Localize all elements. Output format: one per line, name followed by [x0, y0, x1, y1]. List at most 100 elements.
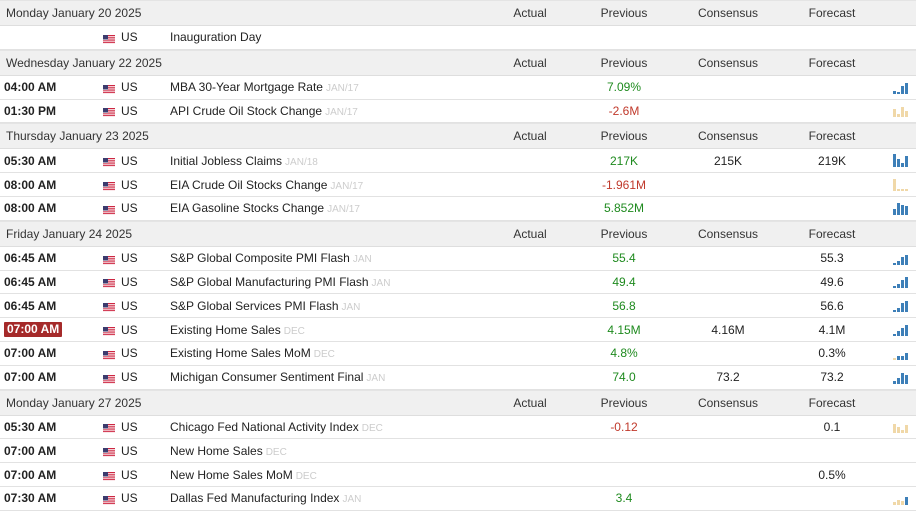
column-header-consensus[interactable]: Consensus	[697, 55, 759, 70]
event-name-cell[interactable]: S&P Global Composite PMI Flash JAN	[170, 251, 474, 265]
column-header-consensus[interactable]: Consensus	[697, 395, 759, 410]
event-name-link[interactable]: API Crude Oil Stock Change	[170, 103, 323, 118]
event-name-cell[interactable]: Inauguration Day	[170, 30, 474, 44]
column-header-forecast[interactable]: Forecast	[808, 226, 856, 241]
event-name-cell[interactable]: EIA Gasoline Stocks Change JAN/17	[170, 201, 474, 215]
event-row[interactable]: US Inauguration Day	[0, 26, 916, 50]
event-name-link[interactable]: Initial Jobless Claims	[170, 153, 283, 168]
column-header-previous[interactable]: Previous	[600, 129, 648, 144]
event-chart-cell[interactable]	[870, 76, 916, 99]
event-chart-cell[interactable]	[870, 197, 916, 220]
mini-bar-chart-icon[interactable]	[892, 177, 908, 191]
mini-bar-chart-icon[interactable]	[892, 491, 908, 505]
event-row[interactable]: 05:30 AM US Chicago Fed National Activity …	[0, 415, 916, 440]
event-name-cell[interactable]: Dallas Fed Manufacturing Index JAN	[170, 491, 474, 505]
column-header-previous[interactable]: Previous	[600, 226, 648, 241]
event-row[interactable]: 06:45 AM US S&P Global Services PMI Flash J…	[0, 294, 916, 319]
event-row[interactable]: 07:00 AM US New Home Sales MoM DEC 0.5%	[0, 463, 916, 487]
mini-bar-chart-icon[interactable]	[892, 370, 908, 384]
event-chart-cell[interactable]	[870, 247, 916, 270]
event-name-link[interactable]: EIA Crude Oil Stocks Change	[170, 177, 328, 192]
event-name-link[interactable]: Inauguration Day	[170, 30, 262, 45]
event-chart-cell[interactable]	[870, 26, 916, 49]
event-chart-cell[interactable]	[870, 318, 916, 341]
mini-bar-chart-icon[interactable]	[892, 201, 908, 215]
event-row[interactable]: 07:00 AM US Existing Home Sales DEC 4.15M 4.1…	[0, 318, 916, 342]
event-name-link[interactable]: EIA Gasoline Stocks Change	[170, 201, 325, 216]
column-header-consensus[interactable]: Consensus	[697, 226, 759, 241]
event-row[interactable]: 01:30 PM US API Crude Oil Stock Change JAN/…	[0, 99, 916, 124]
event-name-cell[interactable]: New Home Sales MoM DEC	[170, 468, 474, 482]
mini-bar	[897, 188, 900, 191]
event-row[interactable]: 05:30 AM US Initial Jobless Claims JAN/18 21…	[0, 149, 916, 174]
mini-bar-chart-icon[interactable]	[892, 251, 908, 265]
column-header-actual[interactable]: Actual	[513, 55, 547, 70]
column-header-forecast[interactable]: Forecast	[808, 6, 856, 20]
event-name-link[interactable]: New Home Sales	[170, 443, 263, 458]
event-name-link[interactable]: New Home Sales MoM	[170, 467, 293, 482]
event-name-cell[interactable]: Michigan Consumer Sentiment Final JAN	[170, 370, 474, 384]
mini-bar-chart-icon[interactable]	[892, 153, 908, 168]
event-name-link[interactable]: S&P Global Composite PMI Flash	[170, 251, 350, 266]
column-header-actual[interactable]: Actual	[513, 129, 547, 144]
column-header-previous[interactable]: Previous	[600, 395, 648, 410]
mini-bar-chart-icon[interactable]	[892, 322, 908, 336]
column-header-forecast[interactable]: Forecast	[808, 129, 856, 144]
event-chart-cell[interactable]	[870, 271, 916, 294]
column-header-actual[interactable]: Actual	[513, 395, 547, 410]
event-name-cell[interactable]: S&P Global Manufacturing PMI Flash JAN	[170, 275, 474, 289]
event-chart-cell[interactable]	[870, 416, 916, 439]
event-name-cell[interactable]: Chicago Fed National Activity Index DEC	[170, 420, 474, 434]
mini-bar-chart-icon[interactable]	[892, 419, 908, 434]
mini-bar-chart-icon[interactable]	[892, 103, 908, 118]
event-row[interactable]: 08:00 AM US EIA Crude Oil Stocks Change JAN…	[0, 173, 916, 197]
column-header-consensus[interactable]: Consensus	[697, 129, 759, 144]
event-name-link[interactable]: S&P Global Manufacturing PMI Flash	[170, 274, 369, 289]
event-name-cell[interactable]: MBA 30-Year Mortgage Rate JAN/17	[170, 80, 474, 94]
event-name-link[interactable]: MBA 30-Year Mortgage Rate	[170, 80, 323, 95]
event-chart-cell[interactable]	[870, 294, 916, 317]
event-chart-cell[interactable]	[870, 149, 916, 172]
event-row[interactable]: 07:00 AM US New Home Sales DEC	[0, 439, 916, 464]
column-header-previous[interactable]: Previous	[600, 6, 648, 20]
event-chart-cell[interactable]	[870, 173, 916, 196]
event-chart-cell[interactable]	[870, 342, 916, 365]
event-chart-cell[interactable]	[870, 487, 916, 510]
event-name-link[interactable]: Michigan Consumer Sentiment Final	[170, 370, 364, 385]
event-name-cell[interactable]: New Home Sales DEC	[170, 444, 474, 458]
event-row[interactable]: 07:00 AM US Michigan Consumer Sentiment Fi…	[0, 365, 916, 390]
event-name-cell[interactable]: S&P Global Services PMI Flash JAN	[170, 299, 474, 313]
event-name-link[interactable]: Existing Home Sales MoM	[170, 346, 311, 361]
event-row[interactable]: 08:00 AM US EIA Gasoline Stocks Change JAN/…	[0, 196, 916, 221]
column-header-forecast[interactable]: Forecast	[808, 395, 856, 410]
event-name-cell[interactable]: API Crude Oil Stock Change JAN/17	[170, 104, 474, 118]
event-name-cell[interactable]: Initial Jobless Claims JAN/18	[170, 154, 474, 168]
event-name-cell[interactable]: EIA Crude Oil Stocks Change JAN/17	[170, 178, 474, 192]
event-name-link[interactable]: Chicago Fed National Activity Index	[170, 419, 359, 434]
mini-bar-chart-icon[interactable]	[892, 274, 908, 289]
column-header-consensus[interactable]: Consensus	[697, 6, 759, 20]
event-row[interactable]: 04:00 AM US MBA 30-Year Mortgage Rate JAN/1…	[0, 75, 916, 100]
event-row[interactable]: 07:00 AM US Existing Home Sales MoM DEC 4.8%…	[0, 341, 916, 366]
event-name-link[interactable]: Dallas Fed Manufacturing Index	[170, 491, 340, 506]
event-country-cell: US	[100, 468, 170, 482]
event-name-link[interactable]: S&P Global Services PMI Flash	[170, 298, 339, 313]
event-row[interactable]: 07:30 AM US Dallas Fed Manufacturing Index…	[0, 486, 916, 511]
column-header-actual[interactable]: Actual	[513, 226, 547, 241]
event-chart-cell[interactable]	[870, 366, 916, 389]
event-name-cell[interactable]: Existing Home Sales MoM DEC	[170, 346, 474, 360]
event-chart-cell[interactable]	[870, 463, 916, 486]
mini-bar-chart-icon[interactable]	[892, 346, 908, 360]
event-chart-cell[interactable]	[870, 100, 916, 123]
event-chart-cell[interactable]	[870, 439, 916, 462]
event-name-cell[interactable]: Existing Home Sales DEC	[170, 323, 474, 337]
column-header-actual[interactable]: Actual	[513, 6, 547, 20]
mini-bar-chart-icon[interactable]	[892, 298, 908, 313]
event-row[interactable]: 06:45 AM US S&P Global Manufacturing PMI F…	[0, 270, 916, 295]
column-header-forecast[interactable]: Forecast	[808, 55, 856, 70]
column-header-previous[interactable]: Previous	[600, 55, 648, 70]
mini-bar-chart-icon[interactable]	[892, 80, 908, 94]
mini-bar	[905, 205, 908, 215]
event-name-link[interactable]: Existing Home Sales	[170, 322, 281, 337]
event-row[interactable]: 06:45 AM US S&P Global Composite PMI Flash…	[0, 246, 916, 271]
